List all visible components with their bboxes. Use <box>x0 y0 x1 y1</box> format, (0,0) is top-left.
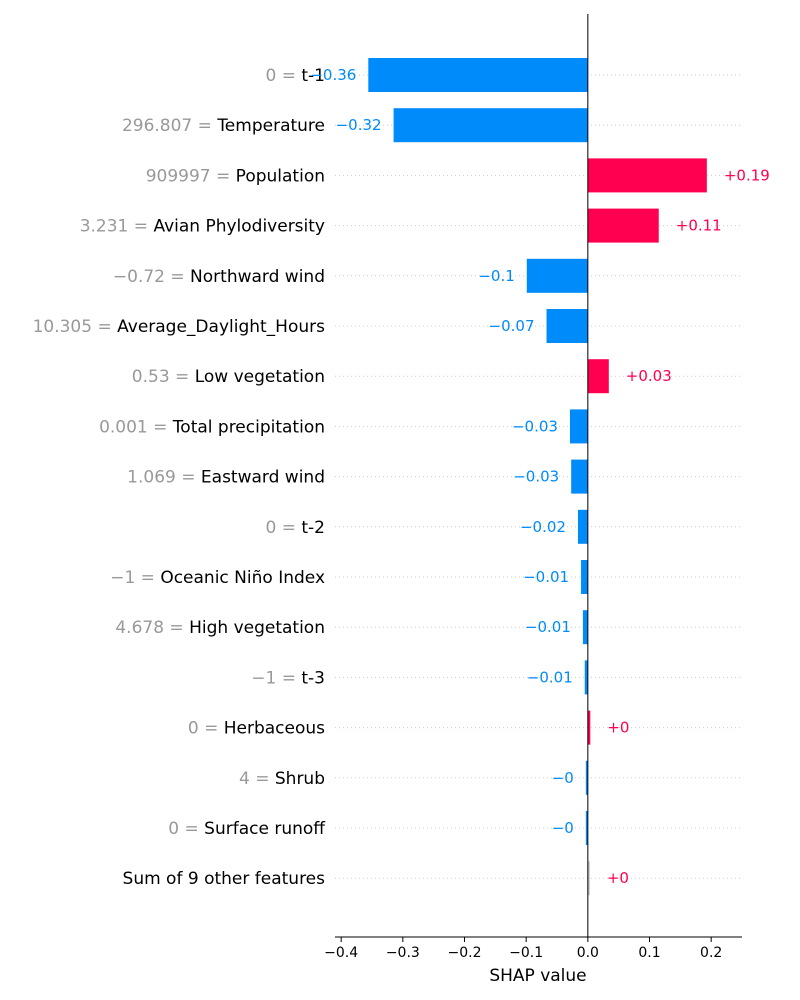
value-label: +0.03 <box>626 367 672 385</box>
feature-name: Northward wind <box>190 267 325 287</box>
x-tick-label: 0.2 <box>700 945 722 961</box>
feature-label: 0 = Surface runoff <box>168 819 326 839</box>
feature-name: Low vegetation <box>195 367 325 387</box>
bar <box>582 610 588 645</box>
feature-label: 4.678 = High vegetation <box>115 618 325 638</box>
feature-name: t-3 <box>301 668 325 688</box>
x-axis-label: SHAP value <box>489 966 586 986</box>
bar <box>585 811 588 845</box>
bar <box>526 258 588 293</box>
feature-name: Surface runoff <box>204 819 326 839</box>
feature-label: Sum of 9 other features <box>123 869 326 889</box>
feature-value: −1 = <box>110 568 160 588</box>
feature-value: 909997 = <box>146 166 236 186</box>
value-label: −0.03 <box>513 468 559 486</box>
value-label: −0 <box>552 819 574 837</box>
bar <box>581 560 588 594</box>
x-tick-label: −0.2 <box>448 945 482 961</box>
feature-name: Herbaceous <box>224 719 325 739</box>
feature-name: Avian Phylodiversity <box>153 217 325 237</box>
value-label: −0.07 <box>489 317 535 335</box>
feature-label: −0.72 = Northward wind <box>113 267 325 287</box>
feature-label: 0.001 = Total precipitation <box>99 417 325 437</box>
value-label: −0.36 <box>310 66 356 84</box>
feature-name: Sum of 9 other features <box>123 869 326 889</box>
value-label: +0 <box>607 869 629 887</box>
feature-name: Average_Daylight_Hours <box>117 317 325 337</box>
bar <box>546 309 588 343</box>
bar <box>587 861 590 896</box>
feature-label: −1 = Oceanic Niño Index <box>110 568 325 588</box>
feature-name: Total precipitation <box>172 417 325 437</box>
feature-label: 296.807 = Temperature <box>122 116 325 136</box>
feature-label: 10.305 = Average_Daylight_Hours <box>33 317 326 337</box>
bar <box>584 660 588 695</box>
value-label: +0.11 <box>676 217 722 235</box>
value-label: −0.01 <box>523 568 569 586</box>
feature-label: −1 = t-3 <box>251 668 325 688</box>
feature-label: 4 = Shrub <box>239 769 325 789</box>
feature-value: 3.231 = <box>80 217 154 237</box>
feature-label: 1.069 = Eastward wind <box>127 468 325 488</box>
bar <box>368 58 588 92</box>
feature-value: 0.53 = <box>132 367 195 387</box>
feature-value: 1.069 = <box>127 468 201 488</box>
bar <box>569 409 588 444</box>
value-label: −0.01 <box>527 668 573 686</box>
feature-label: 0 = t-1 <box>266 66 326 86</box>
value-label: −0.02 <box>520 518 566 536</box>
feature-labels: 0 = t-1−0.36 296.807 = Temperature −0.32 90… <box>33 66 770 889</box>
value-label: +0.19 <box>724 166 770 184</box>
feature-value: 4.678 = <box>115 618 189 638</box>
x-tick-label: −0.3 <box>386 945 420 961</box>
feature-value: −0.72 = <box>113 267 190 287</box>
feature-label: 909997 = Population <box>146 166 325 186</box>
value-label: −0 <box>552 769 574 787</box>
feature-label: 3.231 = Avian Phylodiversity <box>80 217 325 237</box>
feature-name: t-1 <box>301 66 325 86</box>
feature-name: t-2 <box>301 518 325 538</box>
feature-value: −1 = <box>251 668 301 688</box>
feature-value: 0 = <box>188 719 224 739</box>
bar <box>393 108 588 143</box>
feature-value: 296.807 = <box>122 116 217 136</box>
bars <box>368 58 707 896</box>
x-tick-label: −0.4 <box>324 945 358 961</box>
bar <box>587 710 591 745</box>
feature-name: Oceanic Niño Index <box>160 568 325 588</box>
feature-label: 0.53 = Low vegetation <box>132 367 325 387</box>
bar <box>585 760 588 795</box>
value-label: −0.01 <box>525 618 571 636</box>
feature-name: High vegetation <box>189 618 325 638</box>
feature-label: 0 = Herbaceous <box>188 719 325 739</box>
bar <box>587 208 659 243</box>
feature-value: 4 = <box>239 769 275 789</box>
feature-name: Temperature <box>216 116 325 136</box>
feature-value: 10.305 = <box>33 317 118 337</box>
feature-name: Shrub <box>275 769 325 789</box>
value-label: −0.32 <box>336 116 382 134</box>
bar <box>587 158 707 193</box>
x-tick-label: 0.0 <box>577 945 599 961</box>
feature-name: Population <box>236 166 325 186</box>
feature-value: 0.001 = <box>99 417 173 437</box>
feature-label: 0 = t-2 <box>266 518 326 538</box>
bar <box>571 459 588 494</box>
value-label: −0.03 <box>512 417 558 435</box>
feature-name: Eastward wind <box>201 468 325 488</box>
feature-value: 0 = <box>266 518 302 538</box>
bar <box>577 509 588 544</box>
value-label: +0 <box>607 719 629 737</box>
x-tick-label: 0.1 <box>638 945 660 961</box>
x-tick-label: −0.1 <box>509 945 543 961</box>
feature-value: 0 = <box>266 66 302 86</box>
bar <box>587 359 609 394</box>
feature-value: 0 = <box>168 819 204 839</box>
value-label: −0.1 <box>478 267 514 285</box>
x-axis: −0.4 −0.3 −0.2 −0.1 0.0 0.1 0.2 <box>324 936 742 961</box>
